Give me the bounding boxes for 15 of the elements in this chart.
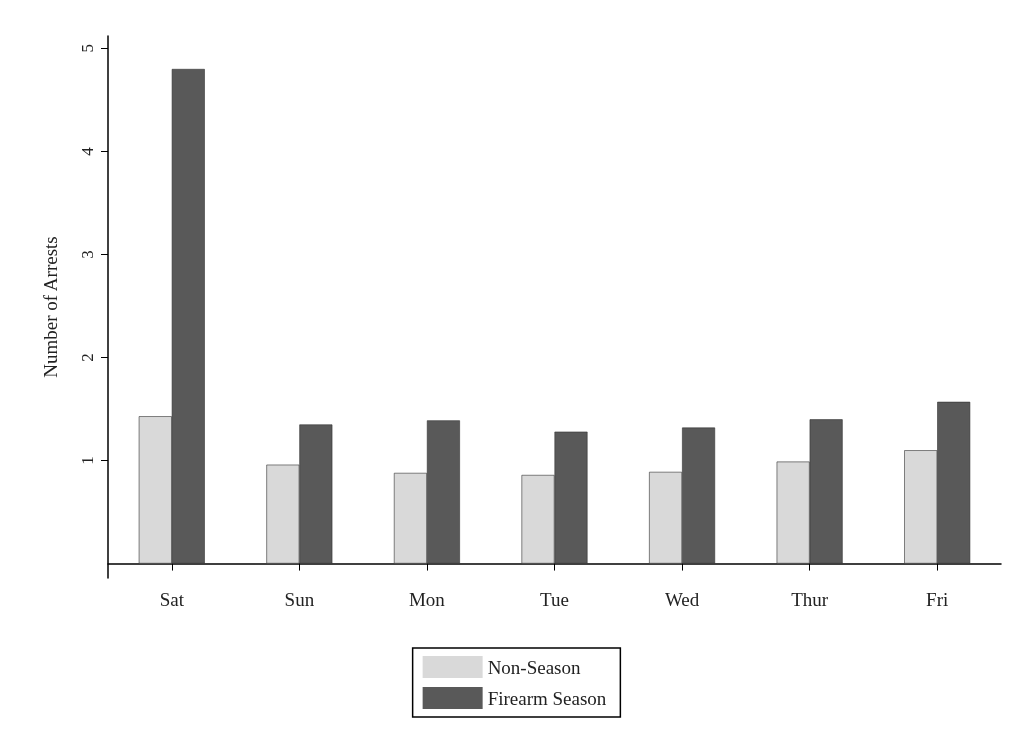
legend-label: Non-Season (487, 656, 582, 678)
y-tick-label: 5 (78, 44, 97, 53)
y-tick-label: 2 (78, 353, 97, 362)
y-tick-label: 1 (78, 456, 97, 465)
x-tick-label: Sat (159, 589, 185, 610)
y-tick-label: 3 (78, 250, 97, 259)
y-tick-label: 4 (78, 146, 97, 156)
x-tick-label: Mon (408, 589, 446, 610)
x-tick-label: Tue (540, 589, 569, 610)
y-axis-title: Number of Arrests (40, 236, 61, 378)
x-tick-label: Wed (664, 589, 700, 610)
legend-label: Firearm Season (487, 687, 607, 709)
x-tick-label: Fri (926, 589, 949, 610)
x-tick-label: Sun (284, 589, 315, 610)
x-tick-label: Thur (791, 589, 829, 610)
